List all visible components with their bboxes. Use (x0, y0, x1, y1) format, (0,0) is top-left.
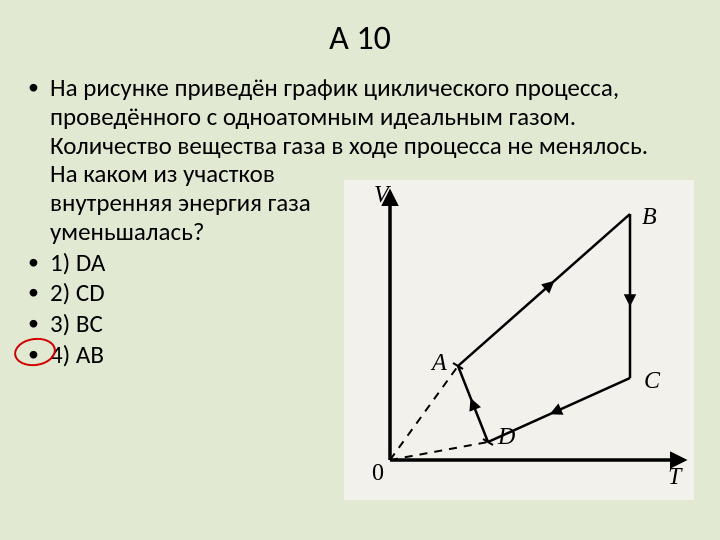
slide-title: А 10 (0, 18, 720, 59)
svg-text:C: C (644, 368, 661, 394)
question-intro: На рисунке приведён график циклического … (50, 72, 648, 161)
svg-text:A: A (430, 350, 447, 376)
diagram-svg: A B C D V T 0 (344, 180, 694, 500)
svg-text:V: V (374, 182, 391, 208)
pv-diagram: A B C D V T 0 (344, 180, 694, 500)
svg-text:D: D (497, 424, 515, 450)
svg-text:T: T (668, 464, 683, 490)
svg-text:B: B (642, 204, 657, 230)
svg-text:0: 0 (372, 460, 384, 486)
question-narrow: На каком из участков внутренняя энергия … (50, 160, 370, 246)
slide: А 10 На рисунке приведён график цикличес… (0, 0, 720, 540)
